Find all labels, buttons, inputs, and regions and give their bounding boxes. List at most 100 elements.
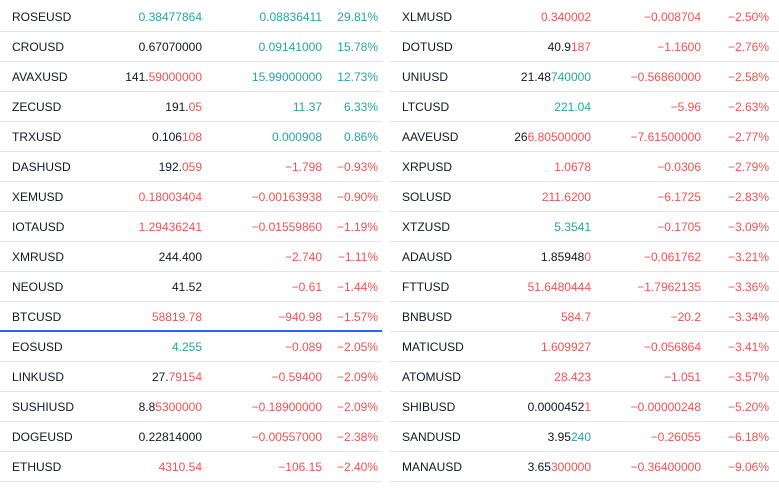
watchlist-row[interactable]: XTZUSD 5.3541 −0.1705 −3.09% bbox=[390, 212, 779, 242]
last-price-changed-digits: 1 bbox=[584, 400, 591, 414]
last-price-static-digits: 191. bbox=[165, 100, 189, 114]
symbol-name: SUSHIUSD bbox=[12, 400, 75, 414]
price-change: −2.740 bbox=[284, 250, 322, 264]
watchlist-row[interactable]: LINKUSD 27.79154 −0.59400 −2.09% bbox=[0, 362, 382, 392]
watchlist-row[interactable]: NEOUSD 41.52 −0.61 −1.44% bbox=[0, 272, 382, 302]
symbol-name: FTTUSD bbox=[402, 280, 450, 294]
watchlist-row[interactable]: MATICUSD 1.609927 −0.056864 −3.41% bbox=[390, 332, 779, 362]
price-change: −0.56860000 bbox=[630, 70, 701, 84]
symbol-name: XLMUSD bbox=[402, 10, 453, 24]
price-change-percent: −2.05% bbox=[336, 340, 378, 354]
price-change-percent: −1.44% bbox=[336, 280, 378, 294]
price-change: −106.15 bbox=[278, 460, 322, 474]
watchlist-row[interactable]: UNIUSD 21.48740000 −0.56860000 −2.58% bbox=[390, 62, 779, 92]
watchlist-row[interactable]: CROUSD 0.67070000 0.09141000 15.78% bbox=[0, 32, 382, 62]
symbol-name: XRPUSD bbox=[402, 160, 453, 174]
price-change-percent: −2.76% bbox=[727, 40, 769, 54]
price-change: −0.061762 bbox=[643, 250, 701, 264]
symbol-name: XEMUSD bbox=[12, 190, 64, 204]
watchlist-row[interactable]: SHIBUSD 0.00004521 −0.00000248 −5.20% bbox=[390, 392, 779, 422]
watchlist-row[interactable]: XEMUSD 0.18003404 −0.00163938 −0.90% bbox=[0, 182, 382, 212]
last-price-changed-digits: 28.423 bbox=[554, 370, 591, 384]
last-price: 266.80500000 bbox=[514, 130, 591, 144]
watchlist-row[interactable]: XLMUSD 0.340002 −0.008704 −2.50% bbox=[390, 2, 779, 32]
last-price-changed-digits: 300000 bbox=[550, 460, 591, 474]
last-price-changed-digits: 4310.54 bbox=[158, 460, 202, 474]
price-change: −940.98 bbox=[278, 310, 322, 324]
watchlist-row[interactable]: BNBUSD 584.7 −20.2 −3.34% bbox=[390, 302, 779, 332]
watchlist-row[interactable]: FTTUSD 51.6480444 −1.7962135 −3.36% bbox=[390, 272, 779, 302]
price-change: 11.37 bbox=[292, 100, 322, 114]
price-change: 0.000908 bbox=[271, 130, 322, 144]
price-change-percent: −0.90% bbox=[336, 190, 378, 204]
price-change-percent: 15.78% bbox=[337, 40, 378, 54]
symbol-name: SANDUSD bbox=[402, 430, 461, 444]
watchlist-row[interactable]: XMRUSD 244.400 −2.740 −1.11% bbox=[0, 242, 382, 272]
symbol-name: SHIBUSD bbox=[402, 400, 456, 414]
price-change-percent: 0.86% bbox=[343, 130, 378, 144]
price-change: 0.08836411 bbox=[259, 10, 322, 24]
watchlist-row[interactable]: EOSUSD 4.255 −0.089 −2.05% bbox=[0, 332, 382, 362]
watchlist-row[interactable]: ETHUSD 4310.54 −106.15 −2.40% bbox=[0, 452, 382, 482]
symbol-name: XMRUSD bbox=[12, 250, 65, 264]
watchlist-row[interactable]: XRPUSD 1.0678 −0.0306 −2.79% bbox=[390, 152, 779, 182]
last-price-changed-digits: 0.38477864 bbox=[138, 10, 202, 24]
price-change: −1.798 bbox=[284, 160, 322, 174]
price-change: −0.36400000 bbox=[630, 460, 701, 474]
price-change: −1.7962135 bbox=[637, 280, 701, 294]
last-price-changed-digits: 211.6200 bbox=[541, 190, 591, 204]
watchlist-row[interactable]: LTCUSD 221.04 −5.96 −2.63% bbox=[390, 92, 779, 122]
last-price-changed-digits: 1.29436241 bbox=[138, 220, 202, 234]
price-change: −0.18900000 bbox=[251, 400, 322, 414]
watchlist-row[interactable]: AAVEUSD 266.80500000 −7.61500000 −2.77% bbox=[390, 122, 779, 152]
watchlist-row[interactable]: TRXUSD 0.106108 0.000908 0.86% bbox=[0, 122, 382, 152]
last-price: 1.609927 bbox=[541, 340, 591, 354]
price-change: −0.26055 bbox=[650, 430, 701, 444]
watchlist-row[interactable]: AVAXUSD 141.59000000 15.99000000 12.73% bbox=[0, 62, 382, 92]
watchlist-row[interactable]: DOTUSD 40.9187 −1.1600 −2.76% bbox=[390, 32, 779, 62]
watchlist-row[interactable]: SUSHIUSD 8.85300000 −0.18900000 −2.09% bbox=[0, 392, 382, 422]
last-price-static-digits: 21.48 bbox=[520, 70, 551, 84]
last-price-static-digits: 3.65 bbox=[527, 460, 551, 474]
last-price-changed-digits: 221.04 bbox=[554, 100, 591, 114]
watchlist-row[interactable]: ROSEUSD 0.38477864 0.08836411 29.81% bbox=[0, 2, 382, 32]
last-price-static-digits: 3.95 bbox=[547, 430, 571, 444]
symbol-name: ATOMUSD bbox=[402, 370, 461, 384]
watchlist-row[interactable]: ZECUSD 191.05 11.37 6.33% bbox=[0, 92, 382, 122]
last-price: 0.67070000 bbox=[139, 40, 202, 54]
symbol-name: XTZUSD bbox=[402, 220, 450, 234]
watchlist-row[interactable]: ATOMUSD 28.423 −1.051 −3.57% bbox=[390, 362, 779, 392]
last-price: 192.059 bbox=[159, 160, 202, 174]
last-price: 3.65300000 bbox=[528, 460, 591, 474]
price-change: −7.61500000 bbox=[630, 130, 701, 144]
watchlist-row[interactable]: SANDUSD 3.95240 −0.26055 −6.18% bbox=[390, 422, 779, 452]
symbol-name: LTCUSD bbox=[402, 100, 450, 114]
last-price-static-digits: 0.22814000 bbox=[138, 430, 202, 444]
last-price-changed-digits: 5.3541 bbox=[554, 220, 591, 234]
last-price-changed-digits: 059 bbox=[181, 160, 202, 174]
symbol-name: IOTAUSD bbox=[12, 220, 65, 234]
last-price-changed-digits: 0.18003404 bbox=[138, 190, 202, 204]
price-change-percent: −2.38% bbox=[336, 430, 378, 444]
last-price-changed-digits: 5300000 bbox=[155, 400, 202, 414]
watchlist-row[interactable]: DOGEUSD 0.22814000 −0.00557000 −2.38% bbox=[0, 422, 382, 452]
symbol-name: DASHUSD bbox=[12, 160, 71, 174]
last-price: 211.6200 bbox=[542, 190, 591, 204]
last-price: 3.95240 bbox=[548, 430, 591, 444]
symbol-name: EOSUSD bbox=[12, 340, 63, 354]
last-price: 40.9187 bbox=[548, 40, 591, 54]
watchlist-row[interactable]: ADAUSD 1.859480 −0.061762 −3.21% bbox=[390, 242, 779, 272]
watchlist-row[interactable]: DASHUSD 192.059 −1.798 −0.93% bbox=[0, 152, 382, 182]
last-price: 4310.54 bbox=[159, 460, 202, 474]
last-price: 221.04 bbox=[554, 100, 591, 114]
price-change-percent: −1.57% bbox=[336, 310, 378, 324]
watchlist-row-selected[interactable]: BTCUSD 58819.78 −940.98 −1.57% bbox=[0, 302, 382, 332]
price-change-percent: −2.63% bbox=[727, 100, 769, 114]
symbol-name: ZECUSD bbox=[12, 100, 62, 114]
last-price: 51.6480444 bbox=[528, 280, 591, 294]
symbol-name: AAVEUSD bbox=[402, 130, 459, 144]
watchlist-row[interactable]: IOTAUSD 1.29436241 −0.01559860 −1.19% bbox=[0, 212, 382, 242]
watchlist-row[interactable]: SOLUSD 211.6200 −6.1725 −2.83% bbox=[390, 182, 779, 212]
watchlist-row[interactable]: MANAUSD 3.65300000 −0.36400000 −9.06% bbox=[390, 452, 779, 482]
last-price-static-digits: 1.85948 bbox=[540, 250, 585, 264]
